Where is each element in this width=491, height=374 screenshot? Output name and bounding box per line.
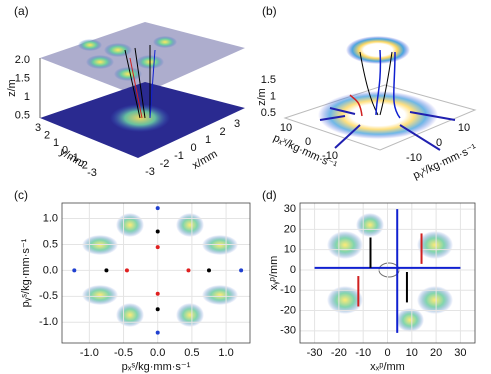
- point: [155, 229, 160, 234]
- point: [239, 268, 244, 273]
- y-tick-label: -1.0: [39, 316, 58, 328]
- y-tick-label: 20: [284, 223, 296, 235]
- x-tick-label: 0: [190, 142, 196, 154]
- point: [155, 291, 160, 296]
- point: [155, 307, 160, 312]
- z-tick-label: 0.5: [15, 109, 30, 121]
- x-tick-label: -1.0: [80, 347, 99, 359]
- x-tick-label: 10: [280, 122, 292, 134]
- point: [206, 268, 211, 273]
- y-tick-label: 10: [458, 122, 470, 134]
- x-tick-label: -10: [355, 347, 371, 359]
- y-tick-label: -3: [87, 167, 97, 179]
- z-tick-label: 0.5: [261, 107, 276, 119]
- point: [155, 330, 160, 335]
- point: [155, 245, 160, 250]
- x-axis-label: pₓˢ/kg·mm·s⁻¹: [122, 361, 191, 373]
- panel-label: (c): [14, 188, 28, 202]
- point: [104, 268, 109, 273]
- y-axis-label: y/mm: [57, 146, 86, 170]
- y-tick-label: 0: [62, 144, 68, 156]
- panel-label: (b): [262, 4, 277, 18]
- y-tick-label: 3: [35, 122, 41, 134]
- point: [186, 268, 191, 273]
- y-tick-label: -2: [78, 159, 88, 171]
- z-tick-label: 2.0: [15, 54, 30, 66]
- z-tick-label: 1: [24, 91, 30, 103]
- x-tick-label: 2: [219, 126, 225, 138]
- y-tick-label: -1: [69, 152, 79, 164]
- x-tick-label: 0: [384, 347, 390, 359]
- x-axis-label: xₓᵖ/mm: [370, 361, 405, 373]
- y-tick-label: 10: [284, 244, 296, 256]
- y-tick-label: 30: [284, 203, 296, 215]
- y-tick-label: 1.0: [43, 212, 58, 224]
- y-tick-label: 2: [44, 129, 50, 141]
- y-tick-label: -10: [280, 284, 296, 296]
- y-tick-label: 0.0: [43, 264, 58, 276]
- y-tick-label: -20: [280, 304, 296, 316]
- y-tick-label: 0: [436, 137, 442, 149]
- panel-b-decor: [283, 36, 477, 151]
- x-tick-label: 0.0: [150, 347, 165, 359]
- y-tick-label: 1: [53, 137, 59, 149]
- z-tick-label: 1.5: [15, 72, 30, 84]
- y-axis-label: pᵧˢ/kg·mm·s⁻¹: [20, 238, 32, 307]
- x-tick-label: 10: [406, 347, 418, 359]
- panel-label: (d): [262, 188, 277, 202]
- x-tick-label: -10: [322, 150, 338, 162]
- plot-frame: [61, 202, 251, 344]
- x-tick-label: -3: [145, 166, 155, 178]
- z-axis-label: z/m: [6, 79, 18, 97]
- x-tick-label: -0.5: [114, 347, 133, 359]
- y-tick-label: 0: [290, 264, 296, 276]
- x-tick-label: -2: [160, 158, 170, 170]
- z-axis-label: z/m: [256, 88, 268, 106]
- y-tick-label: -0.5: [39, 290, 58, 302]
- panel-a-decor: [39, 22, 245, 158]
- y-tick-label: 0.5: [43, 238, 58, 250]
- x-tick-label: 0: [305, 136, 311, 148]
- panel-label: (a): [14, 4, 29, 18]
- point: [155, 206, 160, 211]
- y-axis-label: xᵧᵖ/mm: [268, 256, 280, 291]
- point: [124, 268, 129, 273]
- x-tick-label: -1: [174, 150, 184, 162]
- x-tick-label: 20: [430, 347, 442, 359]
- panel-c-decor: [82, 213, 238, 327]
- point: [72, 268, 77, 273]
- x-tick-label: -20: [331, 347, 347, 359]
- y-tick-label: -30: [280, 325, 296, 337]
- x-tick-label: 3: [234, 118, 240, 130]
- x-tick-label: 1: [205, 134, 211, 146]
- x-tick-label: 30: [454, 347, 466, 359]
- x-tick-label: -30: [307, 347, 323, 359]
- plot-frame: [299, 202, 476, 344]
- x-tick-label: 0.5: [184, 347, 199, 359]
- z-tick-label: 1: [270, 90, 276, 102]
- x-tick-label: 1.0: [218, 347, 233, 359]
- z-tick-label: 1.5: [261, 74, 276, 86]
- panel-d-decor: [327, 213, 453, 332]
- y-tick-label: -10: [406, 152, 422, 164]
